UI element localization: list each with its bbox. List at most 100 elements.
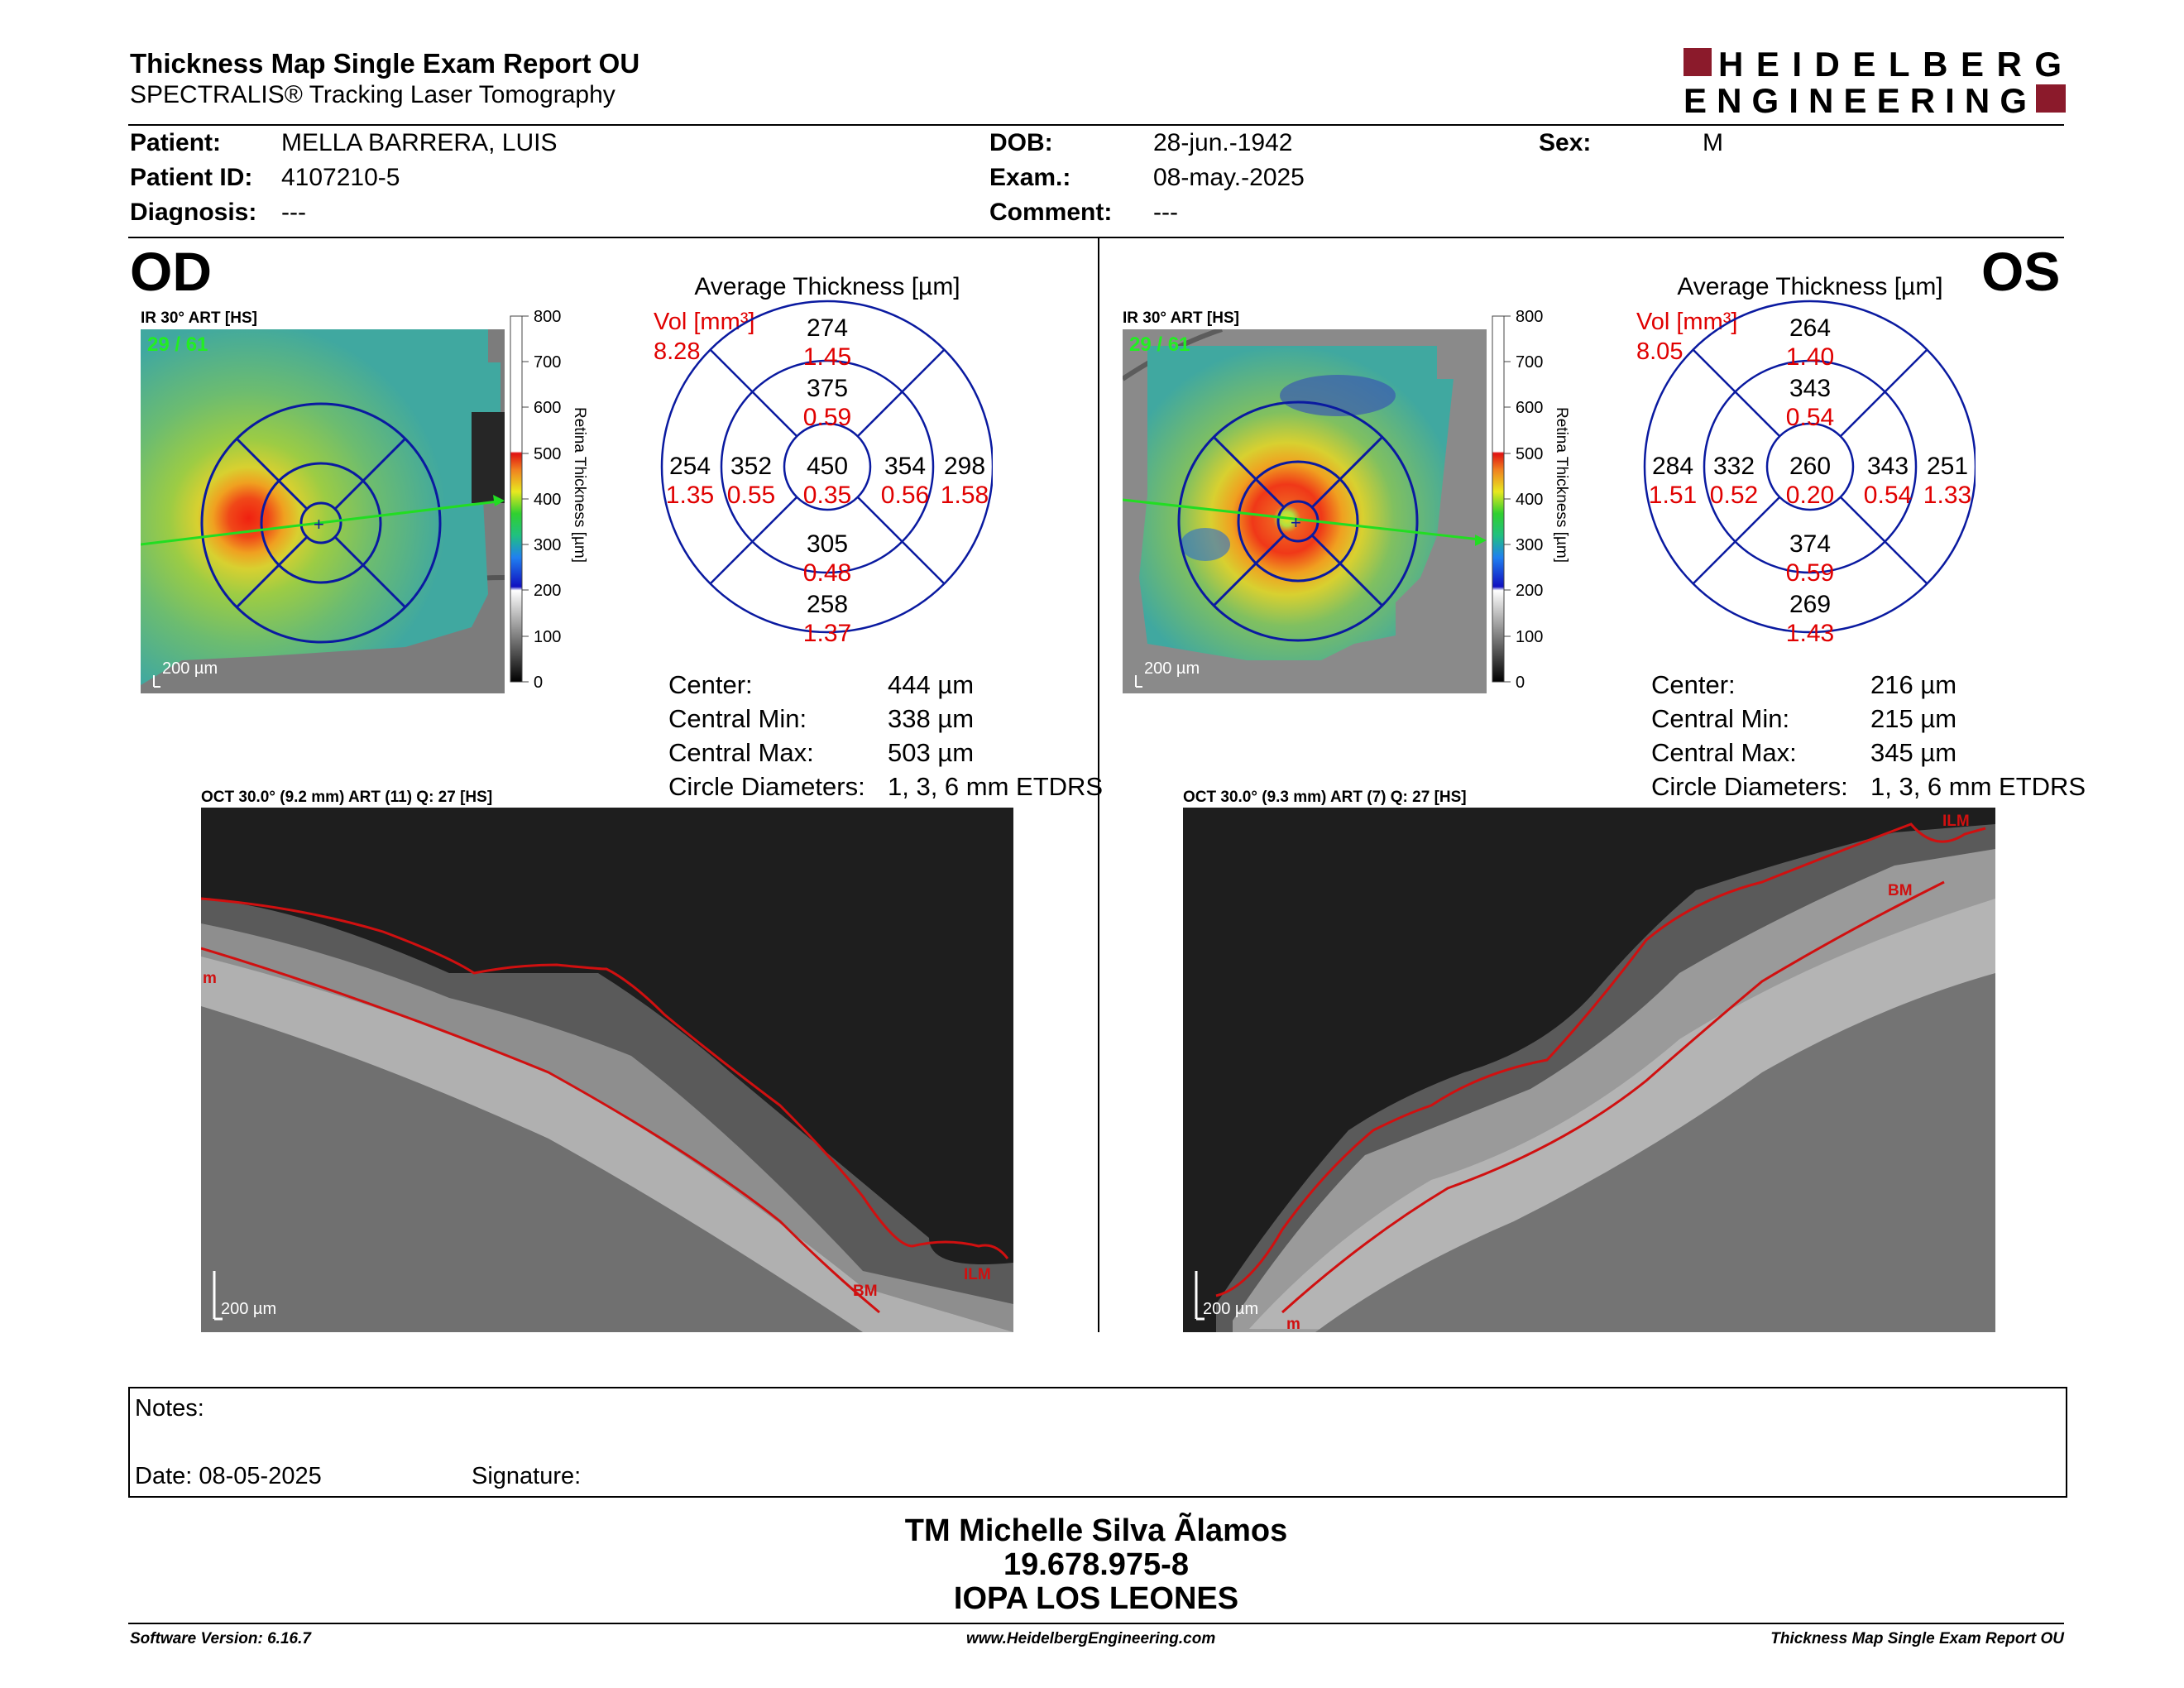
patient-value: MELLA BARRERA, LUIS [281,129,558,156]
exam-label: Exam.: [989,164,1071,191]
date-label: Date: 08-05-2025 [135,1463,322,1489]
od-nas-inner: 354 [884,453,926,480]
diagnosis-value: --- [281,199,306,226]
os-circ-value: 1, 3, 6 mm ETDRS [1870,772,2086,801]
od-center: 450 [807,453,848,480]
signer-org: IOPA LOS LEONES [953,1581,1239,1616]
od-oct-scale: 200 µm [221,1300,276,1318]
od-cmax-label: Central Max: [668,738,814,767]
heidelberg-logo: HEIDELBERG ENGINEERING [1684,46,2066,116]
os-sup-inner: 343 [1789,375,1831,402]
comment-value: --- [1153,199,1178,226]
od-nas-outer-vol: 1.58 [941,482,989,509]
logo-line1: HEIDELBERG [1718,46,2064,84]
notes-label: Notes: [135,1395,204,1422]
os-oct-m-label: m [1286,1316,1300,1332]
od-avg-title: Average Thickness [µm] [694,273,960,300]
od-ir-label: IR 30° ART [HS] [141,309,257,327]
od-oct-bscan: m BM ILM 200 µm [201,808,1013,1332]
os-center-label: Center: [1651,670,1736,699]
os-vol-label: Vol [mm³] [1636,309,1737,335]
os-oct-label: OCT 30.0° (9.3 mm) ART (7) Q: 27 [HS] [1183,789,1467,806]
od-colorbar: 800 700 600 500 400 300 200 100 0 Retina… [510,308,588,692]
cbar-tick-100: 100 [1516,628,1543,646]
od-circ-label: Circle Diameters: [668,772,865,801]
os-sup-inner-vol: 0.54 [1786,404,1834,431]
os-tmp-inner: 332 [1713,453,1755,480]
cbar-tick-400: 400 [1516,491,1543,509]
od-inf-inner-vol: 0.48 [803,559,851,587]
od-cmin-value: 338 µm [888,704,975,733]
od-sup-outer: 274 [807,314,848,342]
notes-box[interactable] [128,1387,2067,1498]
os-nas-inner-vol: 0.54 [1864,482,1912,509]
comment-label: Comment: [989,199,1113,226]
os-oct-bscan: ILM BM m 200 µm [1183,808,1995,1332]
os-sup-outer-vol: 1.40 [1786,343,1834,371]
cbar-tick-800: 800 [534,308,561,326]
cbar-tick-200: 200 [534,582,561,600]
od-sup-inner-vol: 0.59 [803,404,851,431]
os-eye-label: OS [1981,241,2061,302]
os-cmax-value: 345 µm [1870,738,1957,767]
signature-label: Signature: [472,1463,582,1489]
dob-value: 28-jun.-1942 [1153,129,1293,156]
os-cmax-label: Central Max: [1651,738,1797,767]
os-tmp-inner-vol: 0.52 [1710,482,1758,509]
cbar-tick-300: 300 [1516,536,1543,554]
cbar-tick-100: 100 [534,628,561,646]
od-inf-outer-vol: 1.37 [803,620,851,647]
website-link[interactable]: www.HeidelbergEngineering.com [966,1630,1216,1647]
footer-report-name: Thickness Map Single Exam Report OU [1770,1630,2064,1647]
patient-label: Patient: [130,129,222,156]
os-nas-outer-vol: 1.33 [1923,482,1971,509]
cbar-tick-500: 500 [1516,445,1543,463]
cbar-tick-800: 800 [1516,308,1543,326]
od-etdrs-grid: Average Thickness [µm] Vol [mm³] 8.28 27… [654,273,993,647]
od-sup-outer-vol: 1.45 [803,343,851,371]
os-inf-inner-vol: 0.59 [1786,559,1834,587]
cbar-tick-0: 0 [1516,674,1525,692]
os-inf-outer: 269 [1789,591,1831,618]
od-center-vol: 0.35 [803,482,851,509]
cbar-tick-0: 0 [534,674,543,692]
od-tmp-outer: 254 [669,453,711,480]
os-center: 260 [1789,453,1831,480]
os-sup-outer: 264 [1789,314,1831,342]
od-fundus-thickness-map: 29 / 61 + 200 µm [141,329,505,693]
os-inf-outer-vol: 1.43 [1786,620,1834,647]
od-center-label: Center: [668,670,753,699]
os-oct-scale: 200 µm [1203,1300,1258,1318]
od-tmp-inner: 352 [730,453,772,480]
od-frame-counter: 29 / 61 [147,333,208,356]
od-oct-bm-label: BM [853,1283,878,1300]
os-vol-total: 8.05 [1636,338,1683,365]
od-oct-ilm-label: ILM [964,1266,991,1283]
os-tmp-outer-vol: 1.51 [1649,482,1697,509]
os-colorbar: 800 700 600 500 400 300 200 100 0 Retina… [1492,308,1570,692]
report-title: Thickness Map Single Exam Report OU [130,48,640,79]
od-oct-m-label: m [203,970,217,987]
os-inf-inner: 374 [1789,530,1831,558]
os-etdrs-grid: Average Thickness [µm] Vol [mm³] 8.05 26… [1636,273,1976,647]
exam-value: 08-may.-2025 [1153,164,1305,191]
os-frame-counter: 29 / 61 [1129,333,1190,356]
sex-value: M [1703,129,1723,156]
od-inf-outer: 258 [807,591,848,618]
od-eye-label: OD [130,241,212,302]
os-oct-bm-label: BM [1888,882,1913,899]
cbar-tick-300: 300 [534,536,561,554]
os-cmin-value: 215 µm [1870,704,1957,733]
os-tmp-outer: 284 [1652,453,1693,480]
od-inf-inner: 305 [807,530,848,558]
signer-id: 19.678.975-8 [1003,1547,1189,1582]
logo-line2: ENGINEERING [1684,81,2029,116]
eye-divider [1098,238,1099,1332]
os-avg-title: Average Thickness [µm] [1677,273,1942,300]
patient-id-label: Patient ID: [130,164,253,191]
cbar-tick-700: 700 [534,353,561,372]
od-tmp-outer-vol: 1.35 [666,482,714,509]
od-vol-label: Vol [mm³] [654,309,754,335]
os-fundus-thickness-map: 29 / 61 + 200 µm [1123,329,1487,693]
od-tmp-inner-vol: 0.55 [727,482,775,509]
